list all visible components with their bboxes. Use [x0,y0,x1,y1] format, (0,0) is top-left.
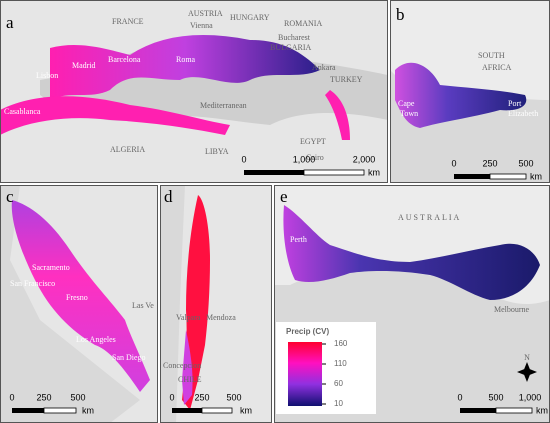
place-label: Roma [176,55,196,64]
scale-label: km [536,405,548,415]
scale-label: 500 [518,158,533,168]
climate-region [283,205,540,300]
scale-label: km [82,405,94,415]
place-label: Ankara [312,63,336,72]
legend-tick-label: 60 [334,379,343,388]
climate-region [11,200,151,392]
place-label: Cape [398,99,415,108]
scale-label: km [368,167,380,177]
place-label: Valpara [176,313,201,322]
panel-d: d Valpara Mendoza Concepcion CHILE 0 250… [160,185,272,423]
place-label: ALGERIA [110,145,145,154]
scale-label: 0 [169,392,174,402]
scale-label: 500 [70,392,85,402]
legend-title: Precip (CV) [286,327,329,336]
place-label: Casablanca [4,107,41,116]
place-label: LIBYA [205,147,229,156]
place-label: Cairo [306,153,324,162]
place-label: Barcelona [108,55,141,64]
panel-letter: d [164,187,173,206]
climate-region [0,96,230,135]
place-label: AUSTRALIA [398,213,461,222]
scale-label: 250 [194,392,209,402]
place-label: HUNGARY [230,13,270,22]
place-label: Bucharest [278,33,311,42]
panel-letter: b [396,5,405,24]
scale-label: km [530,171,542,181]
panel-letter: a [6,13,14,32]
scale-label: 250 [36,392,51,402]
legend-tick-label: 10 [334,399,343,408]
color-ramp [288,342,322,406]
panel-letter: c [6,187,14,206]
place-label: Mediterranean [200,101,247,110]
place-label: EGYPT [300,137,326,146]
panel-b: b SOUTH AFRICA Cape Town Port Elizabeth … [390,0,550,183]
climate-region [182,330,193,405]
place-label: San Diego [112,353,146,362]
place-label: Mendoza [206,313,236,322]
place-label: TURKEY [330,75,363,84]
scale-label: 0 [457,392,462,402]
place-label: Las Ve [132,301,154,310]
scale-bar: 0 250 500 km [169,392,252,415]
place-label: Fresno [66,293,88,302]
panel-c: c Sacramento San Francisco Fresno Las Ve… [0,185,158,423]
place-label: FRANCE [112,17,144,26]
scale-label: 0 [451,158,456,168]
legend-tick-label: 110 [334,359,347,368]
panel-letter: e [280,187,288,206]
place-label: Concepcion [163,361,201,370]
climate-region [50,35,320,100]
scale-label: 250 [482,158,497,168]
climate-region [395,62,527,128]
place-label: BULGARIA [270,43,312,52]
place-label: Los Angeles [76,335,116,344]
place-label: ROMANIA [284,19,322,28]
place-label: AFRICA [482,63,512,72]
scale-bar: 0 250 500 km [9,392,94,415]
place-label: Town [400,109,418,118]
scale-bar: 0 250 500 km [451,158,542,181]
place-label: Vienna [190,21,213,30]
climate-region [325,90,350,140]
sea [0,185,140,423]
place-label: Perth [290,235,307,244]
north-label: N [524,353,530,362]
place-label: Sacramento [32,263,70,272]
place-label: Port [508,99,522,108]
place-label: AUSTRIA [188,9,223,18]
place-label: SOUTH [478,51,505,60]
scale-bar: 0 500 1,000 km [457,392,548,415]
north-arrow [517,362,537,382]
place-label: Lisbon [36,71,58,80]
place-label: CHILE [178,375,202,384]
place-label: Elizabeth [508,109,538,118]
panel-a: a FRANCE AUSTRIA HUNGARY ROMANIA Vienna … [0,0,388,183]
scale-label: 1,000 [293,154,316,164]
sea [160,185,185,423]
scale-label: 500 [488,392,503,402]
place-label: Madrid [72,61,96,70]
scale-label: 500 [226,392,241,402]
place-label: San Francisco [10,279,55,288]
legend-tick-label: 160 [334,339,348,348]
scale-bar: 0 1,000 2,000 km [241,154,380,177]
scale-label: 0 [241,154,246,164]
scale-label: km [240,405,252,415]
scale-label: 0 [9,392,14,402]
legend: Precip (CV) 160 110 60 10 [276,322,376,414]
scale-label: 1,000 [519,392,542,402]
scale-label: 2,000 [353,154,376,164]
place-label: Melbourne [494,305,530,314]
